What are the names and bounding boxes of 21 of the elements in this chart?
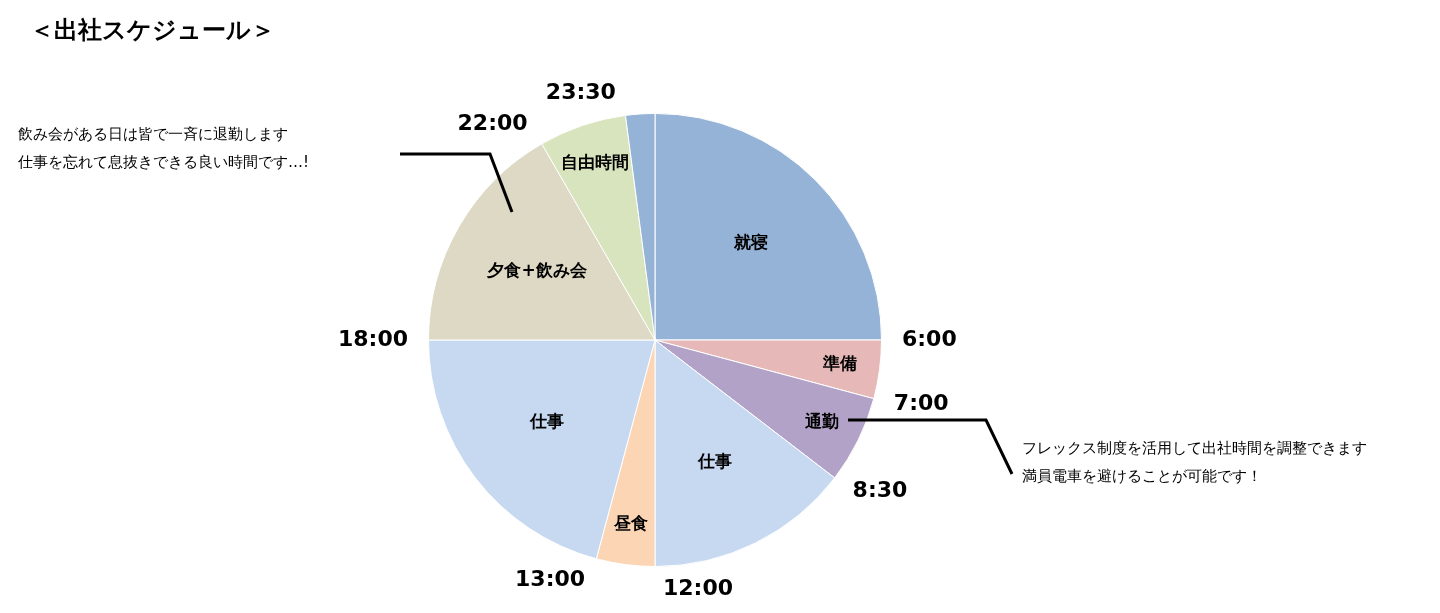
text: 飲み会がある日は皆で一斉に退勤します (18, 124, 288, 145)
text: 6:00 (902, 325, 957, 351)
text: 12:00 (663, 574, 734, 600)
text: 23:30 (545, 78, 616, 104)
text: 満員電車を避けることが可能です！ (1022, 466, 1262, 487)
slice-label: 通勤 (803, 410, 839, 431)
text: 22:00 (457, 110, 528, 136)
slice-label: 昼食 (612, 512, 648, 533)
text: 7:00 (893, 390, 949, 416)
slice-label: 自由時間 (561, 152, 630, 173)
text: 13:00 (515, 566, 586, 592)
slice-label: 仕事 (528, 411, 564, 432)
slice-label: 夕食+飲み会 (486, 260, 588, 281)
text: ＜出社スケジュール＞ (30, 15, 275, 46)
slice-label: 準備 (821, 352, 857, 373)
slice-label: 就寝 (733, 232, 769, 253)
text: 仕事を忘れて息抜きできる良い時間です…! (18, 152, 310, 173)
text: 18:00 (337, 325, 408, 351)
slice-label: 仕事 (697, 450, 733, 471)
text: フレックス制度を活用して出社時間を調整できます (1022, 438, 1367, 459)
text: 8:30 (852, 477, 908, 503)
